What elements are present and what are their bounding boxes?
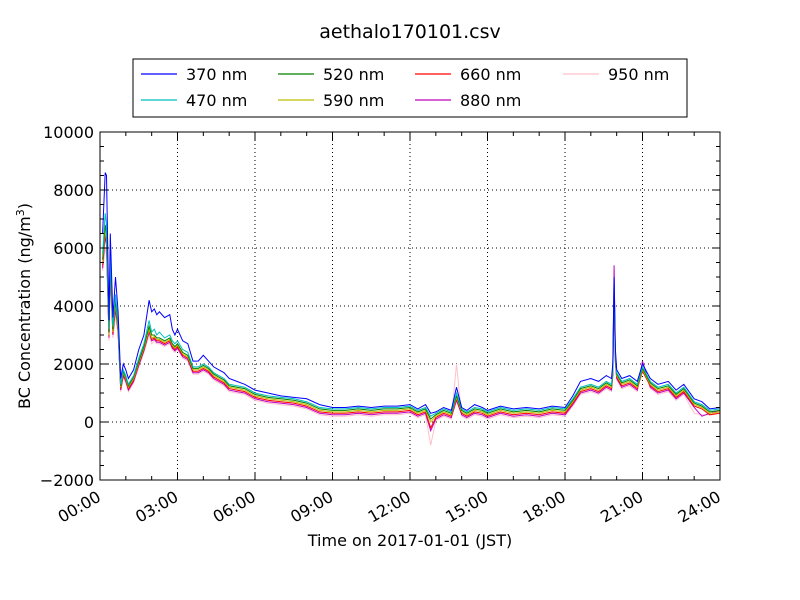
x-tick-label: 03:00 [132,487,181,527]
x-tick-label: 00:00 [55,487,104,527]
legend-box [132,58,688,118]
y-tick-label: 6000 [53,239,94,258]
legend: 370 nm 470 nm 520 nm 590 nm 660 nm 880 nm 950 … [132,58,688,118]
legend-label: 950 nm [608,65,669,84]
legend-label: 590 nm [323,91,384,110]
y-tick-label: 10000 [43,123,94,142]
x-tick-label: 09:00 [287,487,336,527]
chart-title: aethalo170101.csv [319,21,501,43]
legend-label: 880 nm [460,91,521,110]
y-tick-label: 8000 [53,181,94,200]
legend-label: 520 nm [323,65,384,84]
y-tick-label: −2000 [40,471,94,490]
x-tick-label: 12:00 [365,487,414,527]
grid [100,132,720,480]
y-axis-label-sup: 3 [14,209,27,216]
series-line-590-nm [102,230,720,423]
y-tick-label: 4000 [53,297,94,316]
x-tick-labels: 00:00 03:00 06:00 09:00 12:00 15:00 18:00 21:00… [55,487,724,527]
series-line-370-nm [102,172,720,414]
series-line-660-nm [102,233,720,430]
x-axis-label: Time on 2017-01-01 (JST) [307,531,512,550]
y-tick-label: 0 [84,413,94,432]
series-line-470-nm [102,213,720,417]
y-tick-labels: −2000 0 2000 4000 6000 8000 10000 [40,123,94,490]
y-axis-label-end: ) [15,203,34,209]
x-tick-label: 06:00 [210,487,259,527]
series-line-950-nm [102,247,720,446]
x-tick-label: 15:00 [442,487,491,527]
x-tick-label: 18:00 [520,487,569,527]
series-group [102,172,720,446]
y-axis-label: BC Concentration (ng/m3) [14,203,34,409]
legend-label: 470 nm [186,91,247,110]
x-tick-label: 24:00 [675,487,724,527]
series-line-520-nm [102,224,720,420]
legend-label: 370 nm [186,65,247,84]
y-axis-label-base: BC Concentration (ng/m [15,216,34,409]
series-line-880-nm [102,236,720,433]
x-tick-label: 21:00 [597,487,646,527]
ticks [99,131,721,481]
y-tick-label: 2000 [53,355,94,374]
legend-label: 660 nm [460,65,521,84]
